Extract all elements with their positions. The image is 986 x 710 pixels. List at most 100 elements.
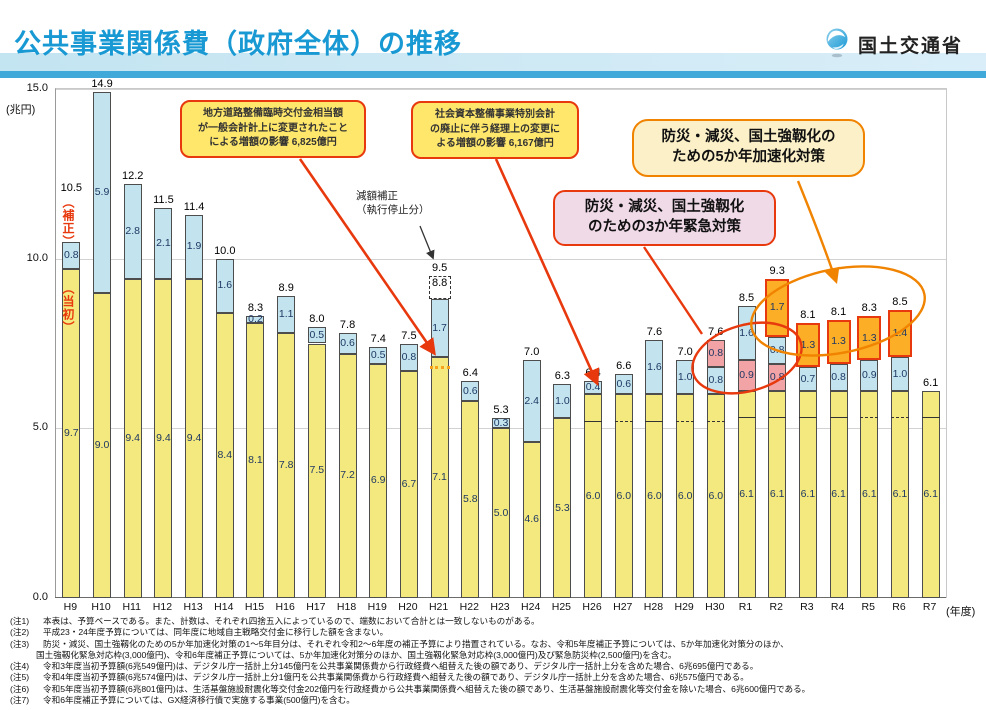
bar-total-H28: 7.6 xyxy=(646,326,663,339)
bar-segment-value: 5.3 xyxy=(555,501,570,514)
bar-segment-value: 9.7 xyxy=(64,426,79,439)
footnote-line: (注5) 令和4年度当初予算額(6兆574億円)は、デジタル庁一括計上分1億円を公… xyxy=(10,672,982,683)
bar-total-H9: 10.5 xyxy=(60,181,83,194)
initial-segment-divider-H28 xyxy=(645,420,664,422)
initial-segment-divider-H27 xyxy=(614,420,633,422)
bar-total-H12: 11.5 xyxy=(153,193,174,206)
bar-segment-value: 8.1 xyxy=(248,454,263,467)
bar-total-R7: 6.1 xyxy=(922,377,939,389)
bar-segment-hosei-H28 xyxy=(645,340,664,395)
bar-total-H16: 8.9 xyxy=(278,281,294,294)
callout-5year-line: 防災・減災、国土強靱化の xyxy=(661,129,836,146)
x-tick-H28: H28 xyxy=(643,601,664,613)
bar-segment-value: 0.8 xyxy=(64,248,79,261)
gengaku-note-line: 減額補正 xyxy=(356,190,398,202)
x-tick-H24: H24 xyxy=(521,601,541,613)
bar-segment-hosei-H14 xyxy=(215,258,234,313)
bar-segment-value: 7.2 xyxy=(340,469,355,482)
bar-segment-initial-H29 xyxy=(676,394,695,598)
initial-segment-divider-R7 xyxy=(921,417,940,419)
bar-segment-initial-H20 xyxy=(399,370,418,598)
callout-special-account-abolition: 社会資本整備事業特別会計 の廃止に伴う経理上の変更に よる増額の影響 6,167億円 xyxy=(411,101,579,159)
bar-segment-value: 0.8 xyxy=(769,370,785,383)
bar-total-H22: 6.4 xyxy=(462,366,478,379)
x-tick-H12: H12 xyxy=(152,601,173,613)
bar-segment-value: 6.1 xyxy=(861,488,877,500)
bar-segment-initial-H28 xyxy=(645,394,664,598)
bar-segment-hosei-H11 xyxy=(123,184,142,279)
callout-special-account-line: 社会資本整備事業特別会計 xyxy=(435,109,555,121)
title-underline xyxy=(0,71,986,78)
bar-segment-initial-R4 xyxy=(829,391,848,598)
bar-segment-hosei-H15 xyxy=(246,316,265,324)
x-tick-H16: H16 xyxy=(275,601,295,613)
x-tick-R2: R2 xyxy=(769,601,783,613)
bar-segment-value: 0.8 xyxy=(708,347,724,360)
bar-segment-value: 1.0 xyxy=(555,394,570,407)
gengaku-hosei-note: 減額補正 （執行停止分） xyxy=(356,189,430,217)
bar-segment-initial-R7 xyxy=(921,391,940,598)
footnote-text: 令和5年度当初予算額(6兆801億円)は、生活基盤施設耐震化等交付金202億円を… xyxy=(43,683,811,694)
footnote-tag: (注6) xyxy=(10,683,30,694)
bar-segment-hosei-R4 xyxy=(829,363,848,391)
footnote-line: (注2) 平成23・24年度予算については、同年度に地域自主戦略交付金に移行した額… xyxy=(10,627,982,638)
footnote-text: 国土強靱化緊急対応枠(3,000億円)、令和6年度補正予算については、5か年加速… xyxy=(36,649,677,660)
bar-segment-initial-R6 xyxy=(890,391,909,598)
title-band xyxy=(0,53,986,71)
bar-segment-value: 0.3 xyxy=(493,416,509,429)
bar-segment-hosei-R6 xyxy=(890,357,909,391)
bar-segment-initial-H24 xyxy=(522,441,541,598)
footnote-text: 防災・減災、国土強靱化のための5か年加速化対策の1〜5年目分は、それぞれ令和2〜… xyxy=(43,638,789,649)
bar-segment-initial-H13 xyxy=(185,279,204,598)
bar-segment-value: 1.1 xyxy=(278,308,294,321)
bar-segment-value: 1.3 xyxy=(800,338,816,351)
y-tick-label: 15.0 xyxy=(26,82,48,94)
bar-segment-value: 1.6 xyxy=(647,360,662,373)
bar-segment-initial-H14 xyxy=(215,312,234,598)
bar-segment-initial-H15 xyxy=(246,323,265,598)
bar-segment-value: 1.7 xyxy=(432,321,447,334)
x-tick-H13: H13 xyxy=(183,601,203,613)
callout-special-account-line: の廃止に伴う経理上の変更に xyxy=(430,123,560,135)
y-tick-label: 10.0 xyxy=(26,251,48,264)
x-tick-R4: R4 xyxy=(830,601,845,613)
bar-segment-initial-H27 xyxy=(614,394,633,598)
bar-segment-value: 1.3 xyxy=(861,331,877,344)
bar-segment-value: 1.0 xyxy=(892,367,908,380)
bar-total-H11: 12.2 xyxy=(122,170,144,182)
footnote-text: 令和6年度補正予算については、GX経済移行債で実施する事業(500億円)を含む。 xyxy=(43,695,355,706)
bar-segment-value: 1.3 xyxy=(831,335,846,348)
legend-hosei-label: （補正） xyxy=(61,196,75,248)
bar-segment-initial-R5 xyxy=(860,391,879,598)
callout-local-road-line: が一般会計計上に変更されたこと xyxy=(198,122,348,134)
y-axis-unit: (兆円) xyxy=(6,104,36,116)
x-tick-H19: H19 xyxy=(367,601,387,613)
bar-segment-initial-H22 xyxy=(461,401,480,598)
mlit-logo-icon xyxy=(822,26,852,63)
callout-local-road-line: 地方道路整備臨時交付金相当額 xyxy=(203,108,343,120)
bar-segment-initial-H26 xyxy=(584,394,603,598)
bar-segment-value: 6.9 xyxy=(370,474,386,487)
x-tick-H30: H30 xyxy=(705,601,725,613)
bar-segment-value: 7.1 xyxy=(432,471,447,484)
bar-segment-initial-H30 xyxy=(706,394,725,598)
bar-segment-value: 0.9 xyxy=(739,369,754,382)
bar-total-H14: 10.0 xyxy=(214,244,236,257)
y-tick-label: 5.0 xyxy=(32,421,48,434)
callout-special-account-line: よる増額の影響 6,167億円 xyxy=(436,138,554,150)
callout-local-road-line: による増額の影響 6,825億円 xyxy=(209,137,337,149)
bar-segment-initial-H11 xyxy=(123,279,142,598)
bar-segment-hosei-H22 xyxy=(461,380,480,402)
bar-segment-initial-H21 xyxy=(430,357,449,598)
bar-segment-value: 1.4 xyxy=(892,326,908,339)
initial-segment-divider-R1 xyxy=(737,417,756,419)
bar-total-H29: 7.0 xyxy=(677,346,693,359)
bar-total-H23: 5.3 xyxy=(493,404,509,417)
x-tick-H14: H14 xyxy=(214,601,234,613)
x-tick-H18: H18 xyxy=(336,601,357,613)
callout-3year-emergency: 防災・減災、国土強靱化 のための3か年緊急対策 xyxy=(553,190,776,246)
mlit-logo: 国土交通省 xyxy=(822,26,963,63)
callout-3year-line: 防災・減災、国土強靱化 xyxy=(584,199,745,216)
footnote-line: (注1) 本表は、予算ベースである。また、計数は、それぞれ四捨五入によっているので… xyxy=(10,616,982,627)
